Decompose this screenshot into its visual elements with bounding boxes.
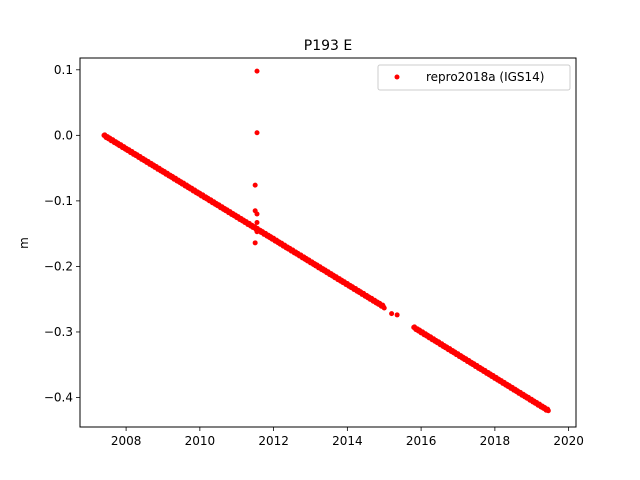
x-tick-label: 2020 — [553, 434, 584, 448]
y-tick-label: −0.3 — [44, 325, 73, 339]
y-tick-label: −0.4 — [44, 391, 73, 405]
legend-marker — [394, 74, 400, 80]
data-point — [254, 220, 260, 226]
data-point — [252, 240, 258, 246]
y-axis-label: m — [17, 237, 31, 249]
data-points-layer — [101, 68, 551, 414]
data-point — [252, 182, 258, 188]
data-point — [254, 229, 260, 235]
plot-frame — [79, 57, 577, 428]
data-point — [389, 311, 395, 317]
y-tick-label: −0.1 — [44, 194, 73, 208]
legend: repro2018a (IGS14) — [377, 64, 571, 91]
y-tick-label: 0.0 — [54, 128, 73, 142]
x-tick-label: 2012 — [258, 434, 289, 448]
y-tick-label: −0.2 — [44, 259, 73, 273]
data-point — [254, 211, 260, 217]
data-point — [254, 68, 260, 74]
axis-ticks-layer: 2008 2010 2012 2014 2016 2018 2020 0.1 0.0 −0.1 −0… — [44, 63, 584, 448]
x-tick-label: 2018 — [480, 434, 511, 448]
x-tick-label: 2010 — [185, 434, 216, 448]
data-point — [381, 305, 387, 311]
legend-series-label: repro2018a (IGS14) — [426, 70, 544, 84]
x-tick-label: 2014 — [332, 434, 363, 448]
data-point — [252, 224, 258, 230]
x-tick-label: 2016 — [406, 434, 437, 448]
legend-box — [377, 64, 571, 91]
data-point — [254, 130, 260, 136]
y-tick-label: 0.1 — [54, 63, 73, 77]
data-point — [545, 408, 551, 414]
x-tick-label: 2008 — [111, 434, 142, 448]
data-point — [394, 312, 400, 318]
chart-title: P193 E — [304, 38, 352, 54]
